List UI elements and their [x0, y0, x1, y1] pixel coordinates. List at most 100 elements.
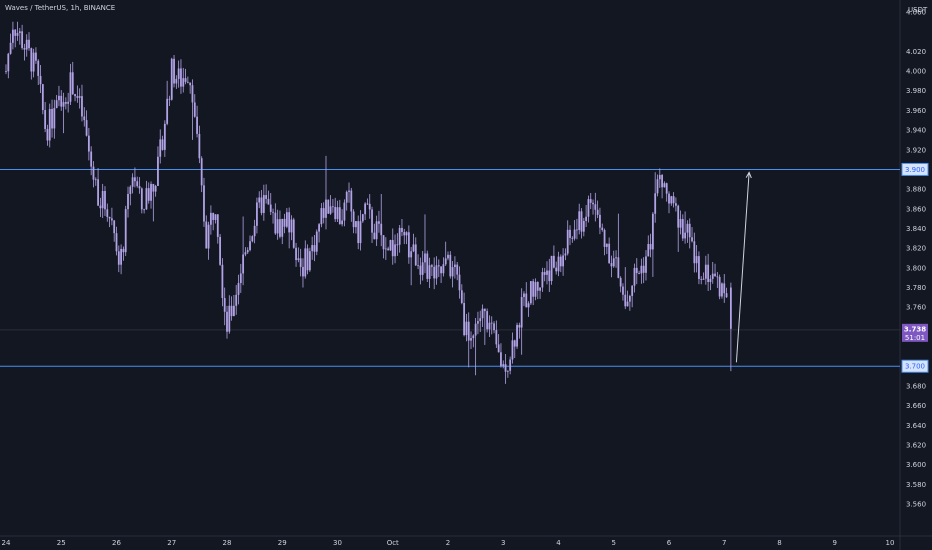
candle-body	[387, 248, 390, 251]
candle-body	[424, 253, 426, 263]
candle-body	[681, 219, 684, 239]
candle-body	[18, 31, 21, 34]
candle-body	[555, 267, 558, 272]
candle-body	[87, 135, 90, 152]
candle-body	[546, 270, 548, 275]
candle-body	[654, 193, 657, 214]
candle-body	[688, 223, 691, 238]
candle-body	[350, 190, 353, 212]
candle-body	[258, 197, 261, 203]
candle-body	[647, 244, 650, 257]
candle-body	[490, 322, 493, 324]
candle-body	[166, 98, 169, 124]
candle-body	[534, 282, 537, 297]
candle-body	[679, 219, 682, 228]
y-tick-label: 4.000	[906, 68, 926, 76]
candle-body	[244, 252, 247, 255]
candle-body	[500, 352, 502, 367]
candle-body	[605, 243, 608, 247]
candle-body	[375, 221, 378, 240]
candle-body	[315, 231, 318, 252]
candle-body	[361, 214, 364, 222]
candle-body	[403, 231, 406, 236]
candle-body	[173, 58, 175, 84]
candle-body	[695, 256, 698, 264]
candle-body	[272, 211, 274, 213]
candle-body	[516, 324, 518, 347]
x-tick-label: 5	[612, 539, 616, 547]
candle-body	[58, 95, 60, 101]
candle-body	[670, 196, 673, 204]
candle-body	[566, 229, 569, 254]
candle-body	[493, 323, 495, 331]
candle-body	[460, 290, 463, 303]
candle-body	[412, 244, 415, 252]
y-tick-label: 3.880	[906, 186, 926, 194]
candle-body	[506, 370, 509, 372]
annotation-arrow-head	[745, 171, 752, 179]
x-tick-label: 4	[556, 539, 561, 547]
countdown-label: 51:01	[905, 334, 925, 342]
candle-body	[46, 128, 49, 141]
candle-body	[532, 281, 535, 297]
candle-body	[467, 321, 470, 341]
x-tick-label: 8	[777, 539, 781, 547]
candle-body	[209, 212, 212, 225]
candle-body	[707, 264, 710, 282]
candle-body	[698, 256, 700, 279]
candle-body	[677, 205, 680, 228]
candle-body	[433, 266, 436, 279]
candle-body	[378, 221, 380, 224]
y-tick-label: 3.600	[906, 461, 926, 469]
candle-body	[288, 212, 291, 233]
candle-body	[552, 255, 555, 268]
x-tick-label: 3	[501, 539, 505, 547]
candle-body	[624, 294, 627, 307]
annotation-arrow-line	[735, 172, 750, 363]
currency-label: USDT	[908, 6, 928, 14]
y-tick-label: 3.800	[906, 264, 926, 272]
last-candle-body	[729, 287, 732, 329]
candle-body	[497, 344, 500, 353]
candle-body	[182, 78, 185, 87]
candle-body	[440, 266, 442, 274]
candle-body	[615, 257, 617, 259]
candle-body	[249, 241, 251, 251]
candle-body	[389, 240, 392, 251]
candle-body	[571, 237, 574, 239]
candle-body	[672, 196, 675, 204]
candle-body	[599, 214, 601, 228]
candle-body	[327, 199, 330, 214]
level-price-label: 3.700	[905, 363, 925, 371]
candle-body	[311, 245, 314, 252]
candle-body	[355, 221, 357, 228]
y-tick-label: 3.680	[906, 382, 926, 390]
candle-body	[380, 223, 383, 236]
candle-body	[120, 248, 123, 265]
candle-body	[131, 177, 134, 187]
candle-body	[366, 203, 369, 205]
candle-body	[405, 232, 408, 236]
candle-body	[394, 244, 396, 257]
candle-body	[94, 179, 97, 181]
candle-body	[127, 193, 129, 210]
candle-body	[529, 281, 532, 304]
candle-body	[189, 82, 192, 86]
candle-body	[536, 282, 539, 291]
candle-body	[147, 188, 150, 201]
candle-body	[444, 258, 447, 265]
x-tick-label: 25	[57, 539, 66, 547]
candle-body	[235, 294, 238, 306]
candle-body	[67, 101, 70, 104]
candle-body	[81, 96, 83, 117]
candle-body	[541, 272, 544, 288]
candle-body	[233, 305, 235, 317]
y-tick-label: 3.580	[906, 481, 926, 489]
candle-body	[569, 229, 571, 238]
candle-body	[124, 209, 127, 253]
candle-body	[550, 255, 553, 282]
x-tick-label: Oct	[387, 539, 399, 547]
candle-body	[322, 208, 325, 218]
